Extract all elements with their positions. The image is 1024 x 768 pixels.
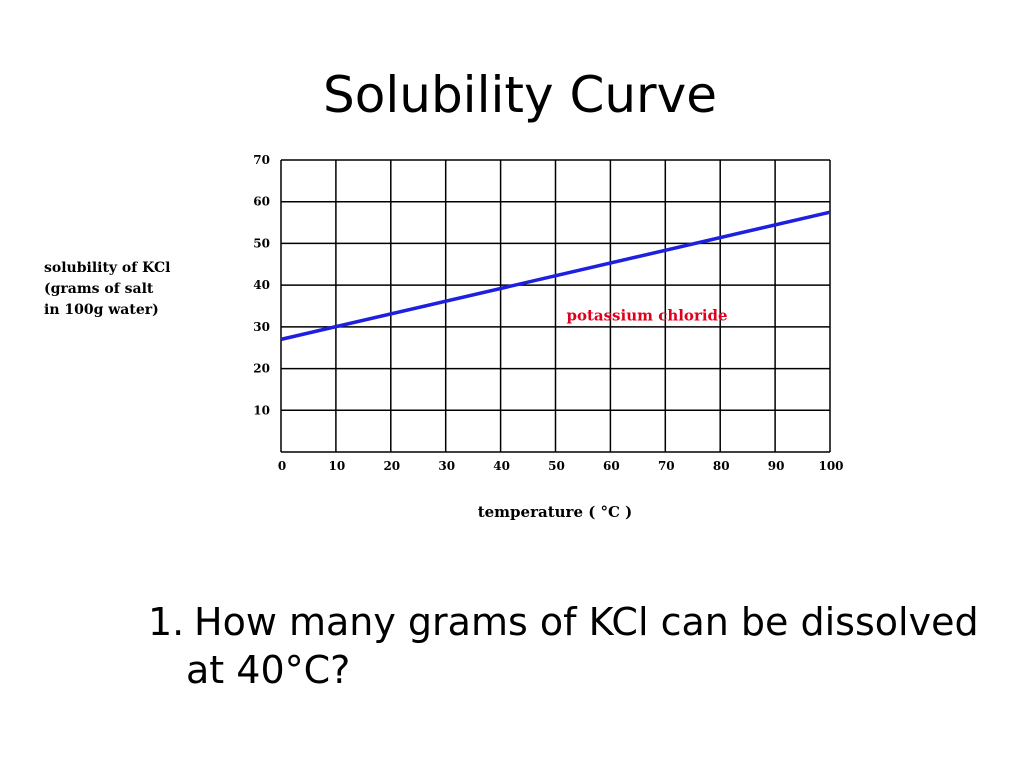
y-tick-label: 50	[253, 236, 270, 250]
question-line-1: How many grams of KCl can be dissolved	[194, 600, 979, 644]
question-text: 1. How many grams of KCl can be dissolved…	[148, 598, 988, 694]
y-axis-label-line: in 100g water)	[44, 302, 159, 318]
x-tick-label: 40	[493, 459, 510, 473]
x-tick-label: 70	[658, 459, 675, 473]
x-tick-label: 80	[713, 459, 730, 473]
x-tick-label: 0	[278, 459, 286, 473]
question-number: 1.	[148, 600, 185, 644]
y-tick-label: 20	[253, 362, 270, 376]
series-label: potassium chloride	[566, 306, 727, 324]
solubility-chart: 10 20 30 40 50 60 70 0 10 20 30 40 50 60 70 80 90 100 po…	[44, 153, 844, 521]
slide-title: Solubility Curve	[323, 66, 717, 124]
y-tick-label: 60	[253, 195, 270, 209]
y-axis-label-line: solubility of KCl	[44, 260, 170, 276]
y-axis-label-line: (grams of salt	[44, 281, 154, 297]
question-line-2: at 40°C?	[186, 648, 351, 692]
y-tick-label: 30	[253, 320, 270, 334]
x-tick-label: 50	[548, 459, 565, 473]
chart-grid	[280, 159, 831, 453]
y-tick-label: 40	[253, 278, 270, 292]
x-tick-label: 10	[329, 459, 346, 473]
x-tick-label: 60	[603, 459, 620, 473]
y-tick-labels: 10 20 30 40 50 60 70	[253, 153, 270, 417]
chart-series: potassium chloride	[280, 210, 831, 342]
y-axis-label: solubility of KCl (grams of salt in 100g w…	[44, 260, 170, 318]
x-tick-label: 20	[383, 459, 400, 473]
x-axis-label: temperature ( °C )	[478, 503, 633, 521]
x-tick-label: 100	[818, 459, 843, 473]
x-tick-label: 90	[768, 459, 785, 473]
y-tick-label: 10	[253, 403, 270, 417]
series-line	[280, 210, 831, 342]
x-tick-label: 30	[438, 459, 455, 473]
y-tick-label: 70	[253, 153, 270, 167]
x-tick-labels: 0 10 20 30 40 50 60 70 80 90 100	[278, 459, 844, 473]
